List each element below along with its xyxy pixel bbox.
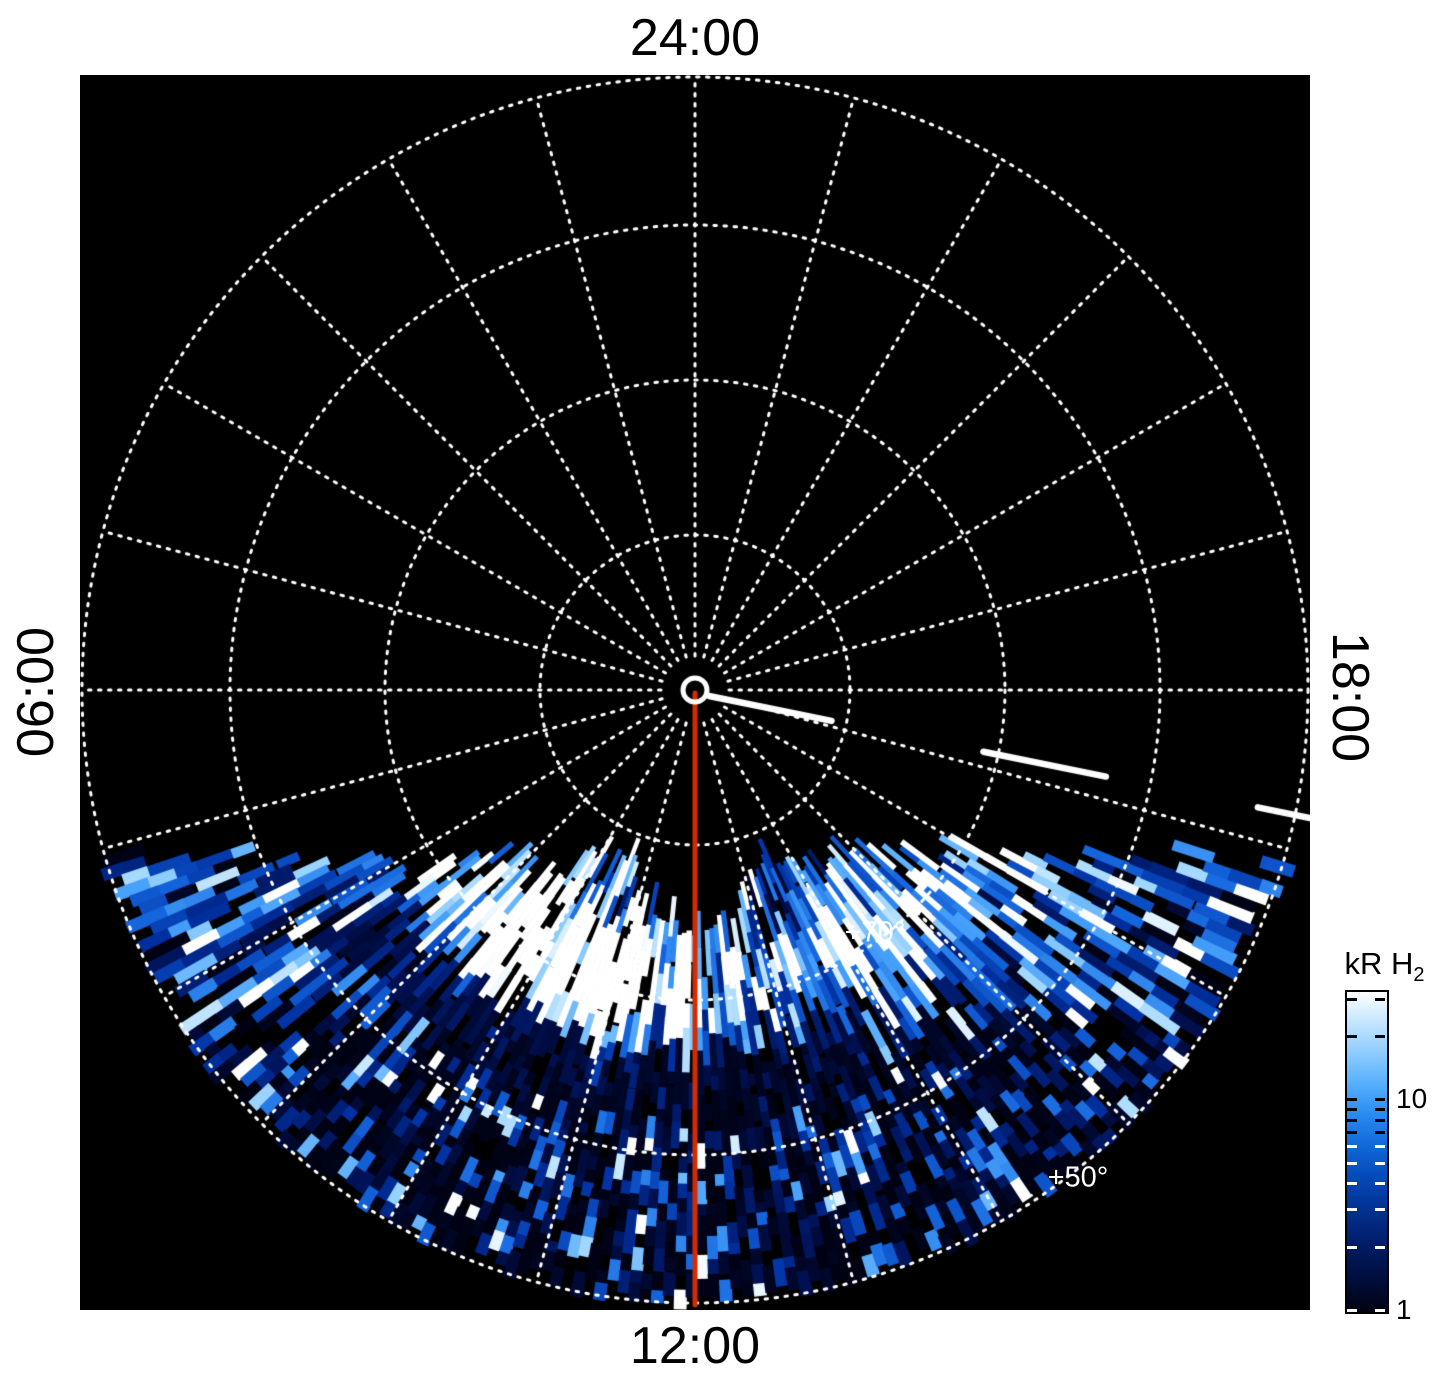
colorbar-tick-mark bbox=[1375, 1245, 1385, 1249]
colorbar-tick-mark bbox=[1347, 1182, 1357, 1186]
colorbar-tick-mark bbox=[1347, 1208, 1357, 1212]
colorbar-tick-mark bbox=[1375, 997, 1385, 1001]
colorbar-tick-mark bbox=[1375, 1309, 1385, 1312]
colorbar-tick-mark bbox=[1347, 1130, 1357, 1134]
colorbar-tick-mark bbox=[1375, 1118, 1385, 1122]
colorbar-tick-mark bbox=[1375, 1034, 1385, 1038]
hour-label-2400: 24:00 bbox=[629, 9, 761, 67]
latitude-label-50: +50° bbox=[1047, 1161, 1109, 1194]
colorbar-tick-mark bbox=[1375, 1130, 1385, 1134]
colorbar-tick-mark bbox=[1347, 1098, 1357, 1102]
colorbar-tick-label: 1 bbox=[1396, 1294, 1412, 1325]
colorbar-tick-mark bbox=[1347, 1245, 1357, 1249]
colorbar-tick-mark bbox=[1375, 1161, 1385, 1165]
hour-label-0600: 06:00 bbox=[7, 626, 65, 758]
colorbar-title-subscript: 2 bbox=[1413, 964, 1425, 987]
colorbar-tick-mark bbox=[1375, 1182, 1385, 1186]
colorbar-title: kR H2 bbox=[1322, 946, 1447, 987]
colorbar: kR H2 10 1 bbox=[1322, 946, 1447, 1366]
colorbar-tick-label: 10 bbox=[1396, 1083, 1428, 1115]
colorbar-gradient bbox=[1345, 990, 1389, 1314]
colorbar-tick-mark bbox=[1347, 1145, 1357, 1149]
colorbar-tick-mark bbox=[1375, 1107, 1385, 1111]
colorbar-tick-mark bbox=[1375, 1098, 1385, 1102]
colorbar-tick-mark bbox=[1347, 997, 1357, 1001]
colorbar-tick-mark bbox=[1347, 1034, 1357, 1038]
colorbar-tick-mark bbox=[1347, 1107, 1357, 1111]
hour-label-1200: 12:00 bbox=[629, 1317, 761, 1375]
colorbar-tick-mark bbox=[1347, 1118, 1357, 1122]
hour-label-1800: 18:00 bbox=[1321, 631, 1379, 763]
colorbar-tick-mark bbox=[1375, 1145, 1385, 1149]
polar-heatmap-canvas bbox=[80, 75, 1310, 1310]
colorbar-tick-mark bbox=[1347, 1161, 1357, 1165]
colorbar-tick-mark bbox=[1375, 1208, 1385, 1212]
colorbar-title-text: kR H bbox=[1344, 946, 1414, 981]
polar-plot-area: +70° +50° bbox=[80, 75, 1310, 1310]
colorbar-tick-mark bbox=[1347, 1309, 1357, 1312]
latitude-label-70: +70° bbox=[844, 916, 906, 949]
